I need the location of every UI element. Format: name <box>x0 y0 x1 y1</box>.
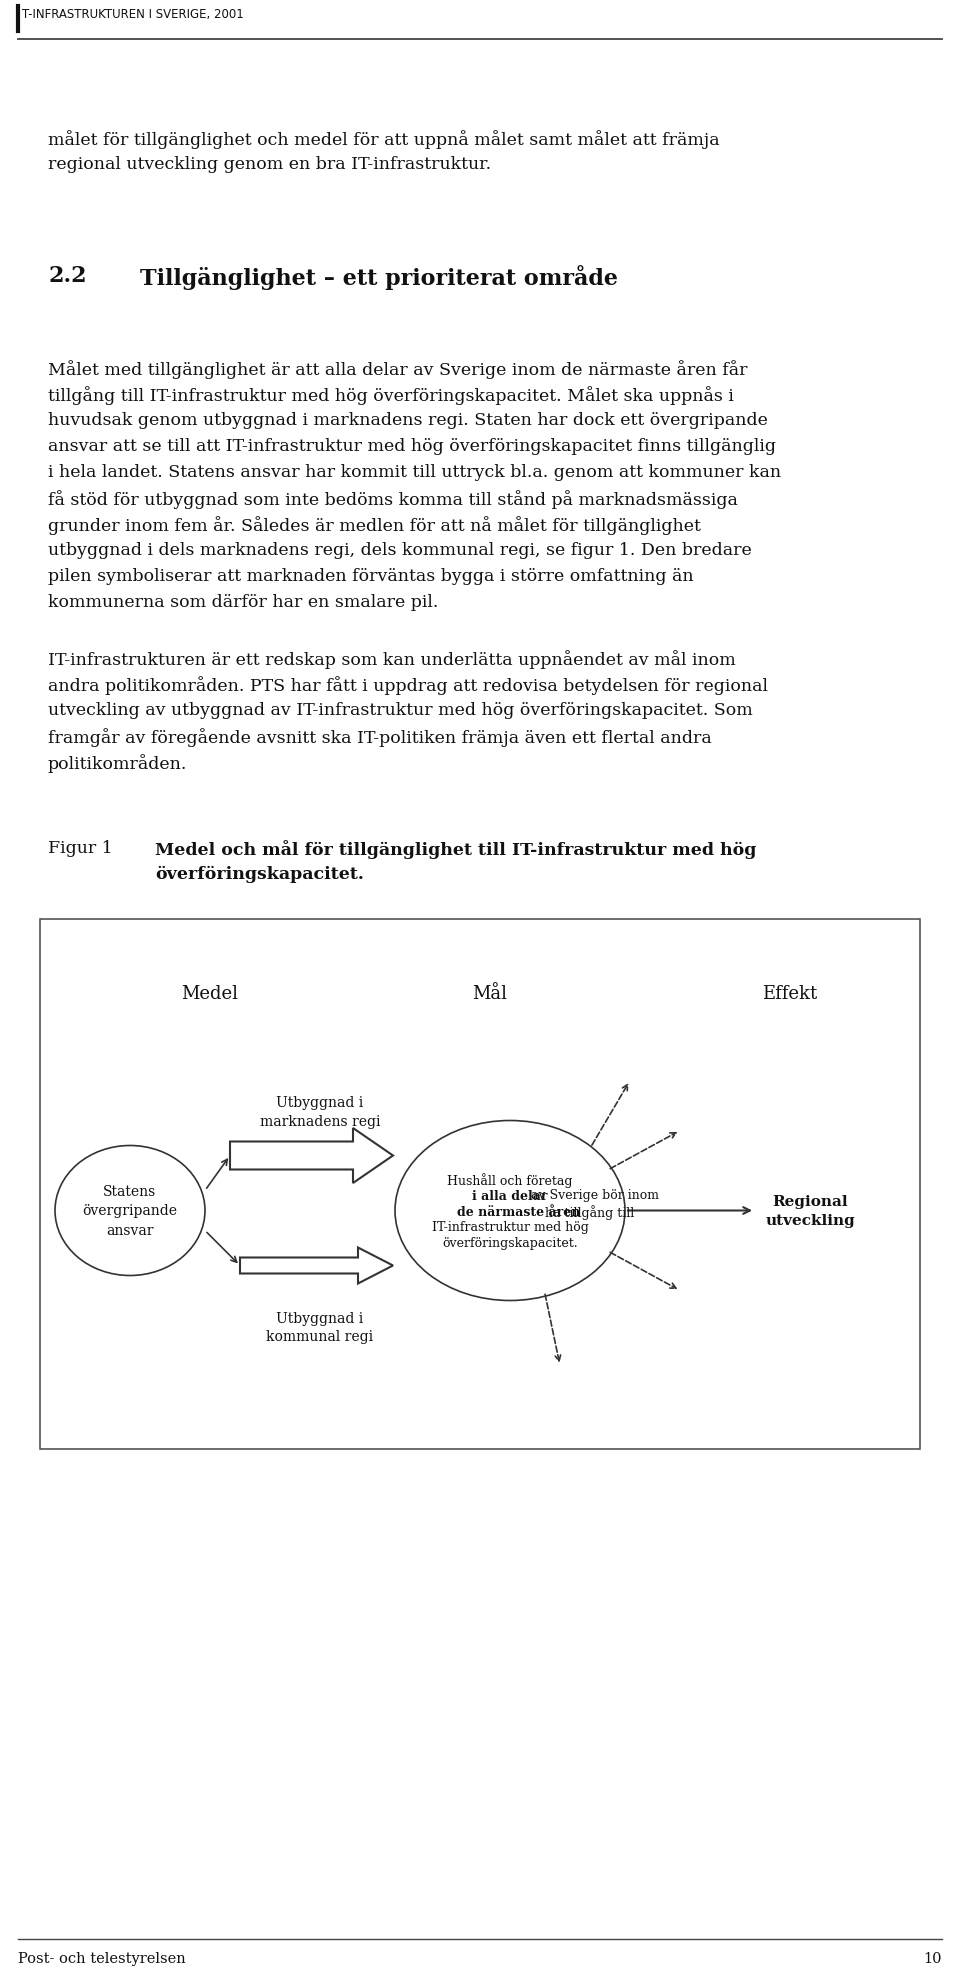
Text: överföringskapacitet.: överföringskapacitet. <box>443 1238 578 1249</box>
FancyArrow shape <box>240 1247 393 1283</box>
Text: Effekt: Effekt <box>762 984 818 1002</box>
Text: utbyggnad i dels marknadens regi, dels kommunal regi, se figur 1. Den bredare: utbyggnad i dels marknadens regi, dels k… <box>48 543 752 558</box>
Text: T-INFRASTRUKTUREN I SVERIGE, 2001: T-INFRASTRUKTUREN I SVERIGE, 2001 <box>22 8 244 22</box>
Text: grunder inom fem år. Således är medlen för att nå målet för tillgänglighet: grunder inom fem år. Således är medlen f… <box>48 515 701 535</box>
Text: Medel: Medel <box>181 984 238 1002</box>
Text: de närmaste åren: de närmaste åren <box>457 1206 581 1218</box>
Text: i alla delar: i alla delar <box>472 1188 547 1202</box>
Text: Figur 1: Figur 1 <box>48 840 112 857</box>
Text: i hela landet. Statens ansvar har kommit till uttryck bl.a. genom att kommuner k: i hela landet. Statens ansvar har kommit… <box>48 463 781 481</box>
Text: kommunerna som därför har en smalare pil.: kommunerna som därför har en smalare pil… <box>48 594 439 610</box>
Text: Regional
utveckling: Regional utveckling <box>765 1194 854 1228</box>
FancyArrow shape <box>230 1129 393 1184</box>
Text: pilen symboliserar att marknaden förväntas bygga i större omfattning än: pilen symboliserar att marknaden förvänt… <box>48 568 694 584</box>
Text: Målet med tillgänglighet är att alla delar av Sverige inom de närmaste åren får: Målet med tillgänglighet är att alla del… <box>48 360 748 378</box>
Text: få stöd för utbyggnad som inte bedöms komma till stånd på marknadsmässiga: få stöd för utbyggnad som inte bedöms ko… <box>48 489 738 509</box>
Text: ha tillgång till: ha tillgång till <box>541 1206 635 1220</box>
Text: överföringskapacitet.: överföringskapacitet. <box>155 865 364 883</box>
Text: andra politikområden. PTS har fått i uppdrag att redovisa betydelsen för regiona: andra politikområden. PTS har fått i upp… <box>48 675 768 695</box>
Text: utveckling av utbyggnad av IT-infrastruktur med hög överföringskapacitet. Som: utveckling av utbyggnad av IT-infrastruk… <box>48 701 753 719</box>
Text: av Sverige bör inom: av Sverige bör inom <box>527 1188 659 1202</box>
Bar <box>40 919 920 1449</box>
Text: IT-infrastrukturen är ett redskap som kan underlätta uppnåendet av mål inom: IT-infrastrukturen är ett redskap som ka… <box>48 649 735 669</box>
Text: Tillgänglighet – ett prioriterat område: Tillgänglighet – ett prioriterat område <box>140 265 618 289</box>
Text: Statens
övergripande
ansvar: Statens övergripande ansvar <box>83 1184 178 1238</box>
Text: Utbyggnad i
kommunal regi: Utbyggnad i kommunal regi <box>267 1311 373 1342</box>
Text: Mål: Mål <box>472 984 508 1002</box>
Text: IT-infrastruktur med hög: IT-infrastruktur med hög <box>432 1222 588 1234</box>
Text: politikområden.: politikområden. <box>48 754 187 772</box>
Text: 2.2: 2.2 <box>48 265 86 287</box>
Text: 10: 10 <box>924 1950 942 1964</box>
Text: tillgång till IT-infrastruktur med hög överföringskapacitet. Målet ska uppnås i: tillgång till IT-infrastruktur med hög ö… <box>48 386 733 404</box>
Text: framgår av föregående avsnitt ska IT-politiken främja även ett flertal andra: framgår av föregående avsnitt ska IT-pol… <box>48 727 711 746</box>
Text: målet för tillgänglighet och medel för att uppnå målet samt målet att främja: målet för tillgänglighet och medel för a… <box>48 131 720 148</box>
Text: Hushåll och företag: Hushåll och företag <box>447 1172 573 1188</box>
Text: Medel och mål för tillgänglighet till IT-infrastruktur med hög: Medel och mål för tillgänglighet till IT… <box>155 840 756 859</box>
Text: regional utveckling genom en bra IT-infrastruktur.: regional utveckling genom en bra IT-infr… <box>48 156 492 172</box>
Text: ansvar att se till att IT-infrastruktur med hög överföringskapacitet finns tillg: ansvar att se till att IT-infrastruktur … <box>48 438 776 455</box>
Text: Utbyggnad i
marknadens regi: Utbyggnad i marknadens regi <box>260 1097 380 1129</box>
Text: Post- och telestyrelsen: Post- och telestyrelsen <box>18 1950 185 1964</box>
Text: huvudsak genom utbyggnad i marknadens regi. Staten har dock ett övergripande: huvudsak genom utbyggnad i marknadens re… <box>48 412 768 430</box>
